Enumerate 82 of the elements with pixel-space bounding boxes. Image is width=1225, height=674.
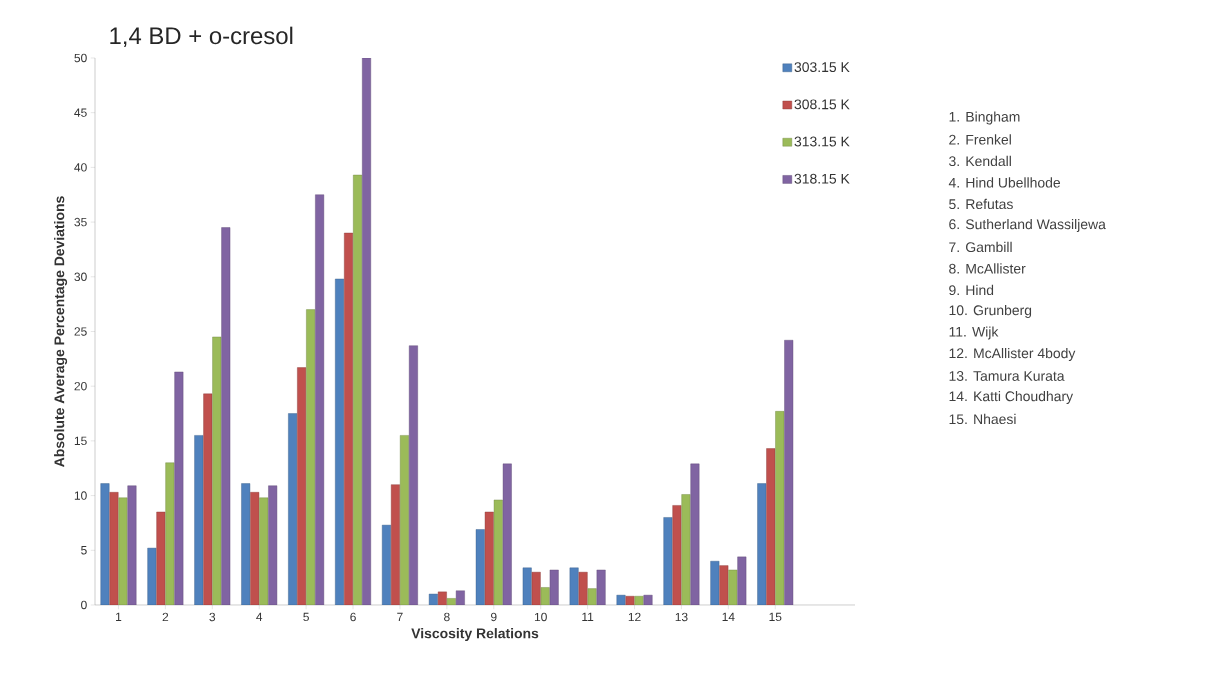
bar [616, 594, 626, 605]
x-tick-label: 6 [350, 612, 356, 622]
x-axis-title: Viscosity Relations [411, 628, 539, 642]
x-tick-label: 14 [722, 612, 735, 621]
bar [784, 340, 794, 605]
y-tick-label: 25 [74, 327, 87, 336]
bar [362, 57, 371, 605]
bar [100, 483, 110, 605]
bar [757, 483, 767, 605]
bar [118, 497, 128, 605]
bar [221, 227, 231, 605]
x-tick-label: 13 [675, 612, 688, 622]
x-tick-label: 1 [116, 612, 122, 621]
x-tick-label: 11 [582, 612, 594, 621]
y-tick-label: 15 [74, 436, 87, 446]
x-tick-label: 8 [444, 612, 450, 622]
x-tick-label: 2 [162, 612, 169, 622]
text: 12. McAllister 4body [949, 347, 1076, 361]
text: 4. Hind Ubellhode [948, 177, 1061, 188]
text: 1. Bingham [949, 111, 1020, 125]
bar [109, 492, 119, 605]
y-axis-title: Absolute Average Percentage Deviations [54, 196, 68, 467]
text: 15. Nhaesi [949, 413, 1016, 425]
bar [643, 594, 653, 605]
bar [663, 517, 673, 605]
text: 5. Refutas [949, 198, 1013, 210]
bar [288, 413, 298, 605]
y-tick-label: 50 [74, 53, 87, 63]
text: 11. Wijk [949, 326, 999, 340]
text: 3. Kendall [949, 155, 1011, 167]
bar [455, 590, 465, 605]
text: 10. Grunberg [949, 304, 1032, 318]
y-tick-label: 40 [74, 163, 87, 172]
y-tick-label: 0 [81, 600, 87, 610]
x-tick-label: 15 [769, 612, 782, 622]
legend-label: 308.15 K [794, 99, 850, 110]
text: 8. McAllister [949, 263, 1026, 274]
x-tick-label: 4 [256, 612, 263, 621]
x-tick-label: 12 [628, 612, 641, 622]
bar [681, 494, 691, 605]
y-tick-label: 5 [81, 546, 87, 555]
bar [194, 435, 204, 605]
bar [174, 371, 184, 605]
x-tick-label: 10 [534, 612, 547, 622]
bar [569, 567, 579, 605]
bar [382, 524, 391, 605]
y-tick-label: 35 [74, 217, 87, 227]
bar [428, 593, 438, 605]
text: 13. Tamura Kurata [949, 371, 1065, 381]
text: 7. Gambill [949, 241, 1012, 253]
x-tick-label: 9 [491, 612, 497, 622]
text: 9. Hind [949, 284, 994, 296]
x-tick-label: 3 [209, 612, 216, 622]
chart-title: 1,4 BD + o-cresol [110, 26, 293, 48]
bar [315, 194, 325, 605]
y-tick-label: 10 [74, 491, 87, 500]
text: 14. Katti Choudhary [949, 390, 1074, 404]
y-tick-label: 20 [74, 381, 87, 391]
y-tick-label: 45 [74, 108, 87, 117]
bar [127, 485, 137, 605]
bar [690, 463, 700, 605]
bar [335, 278, 344, 605]
bar [596, 569, 606, 605]
legend-label: 313.15 K [794, 136, 850, 147]
bar [737, 556, 747, 605]
text: 6. Sutherland Wassiljewa [949, 218, 1106, 232]
bar [549, 569, 559, 605]
bar [522, 567, 532, 605]
legend-label: 303.15 K [794, 62, 850, 73]
bar [710, 561, 720, 605]
x-tick-label: 5 [303, 612, 309, 622]
bar [475, 529, 485, 605]
bar [268, 485, 278, 605]
bar [502, 463, 512, 605]
bar [147, 547, 157, 605]
text: 2. Frenkel [949, 134, 1011, 145]
bar [241, 483, 251, 605]
legend-label: 318.15 K [794, 173, 850, 184]
y-tick-label: 30 [74, 272, 87, 282]
bar [672, 505, 682, 605]
x-tick-label: 7 [397, 612, 403, 621]
bar [409, 345, 418, 605]
